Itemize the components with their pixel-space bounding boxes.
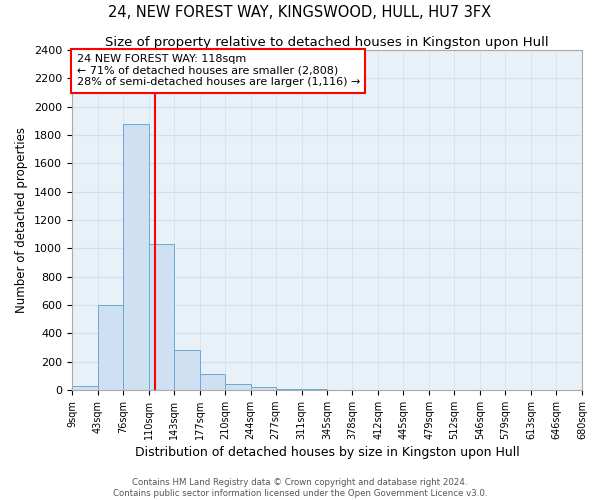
Bar	[72, 386, 98, 390]
Bar	[174, 350, 200, 390]
X-axis label: Distribution of detached houses by size in Kingston upon Hull: Distribution of detached houses by size …	[134, 446, 520, 459]
Bar	[123, 124, 149, 390]
Text: Contains HM Land Registry data © Crown copyright and database right 2024.
Contai: Contains HM Land Registry data © Crown c…	[113, 478, 487, 498]
Bar	[251, 387, 275, 390]
Bar	[225, 384, 251, 390]
Title: Size of property relative to detached houses in Kingston upon Hull: Size of property relative to detached ho…	[105, 36, 549, 49]
Bar	[200, 374, 225, 390]
Bar	[149, 244, 174, 390]
Bar	[275, 388, 302, 390]
Bar	[98, 305, 123, 390]
Y-axis label: Number of detached properties: Number of detached properties	[16, 127, 28, 313]
Text: 24 NEW FOREST WAY: 118sqm
← 71% of detached houses are smaller (2,808)
28% of se: 24 NEW FOREST WAY: 118sqm ← 71% of detac…	[77, 54, 360, 88]
Text: 24, NEW FOREST WAY, KINGSWOOD, HULL, HU7 3FX: 24, NEW FOREST WAY, KINGSWOOD, HULL, HU7…	[109, 5, 491, 20]
